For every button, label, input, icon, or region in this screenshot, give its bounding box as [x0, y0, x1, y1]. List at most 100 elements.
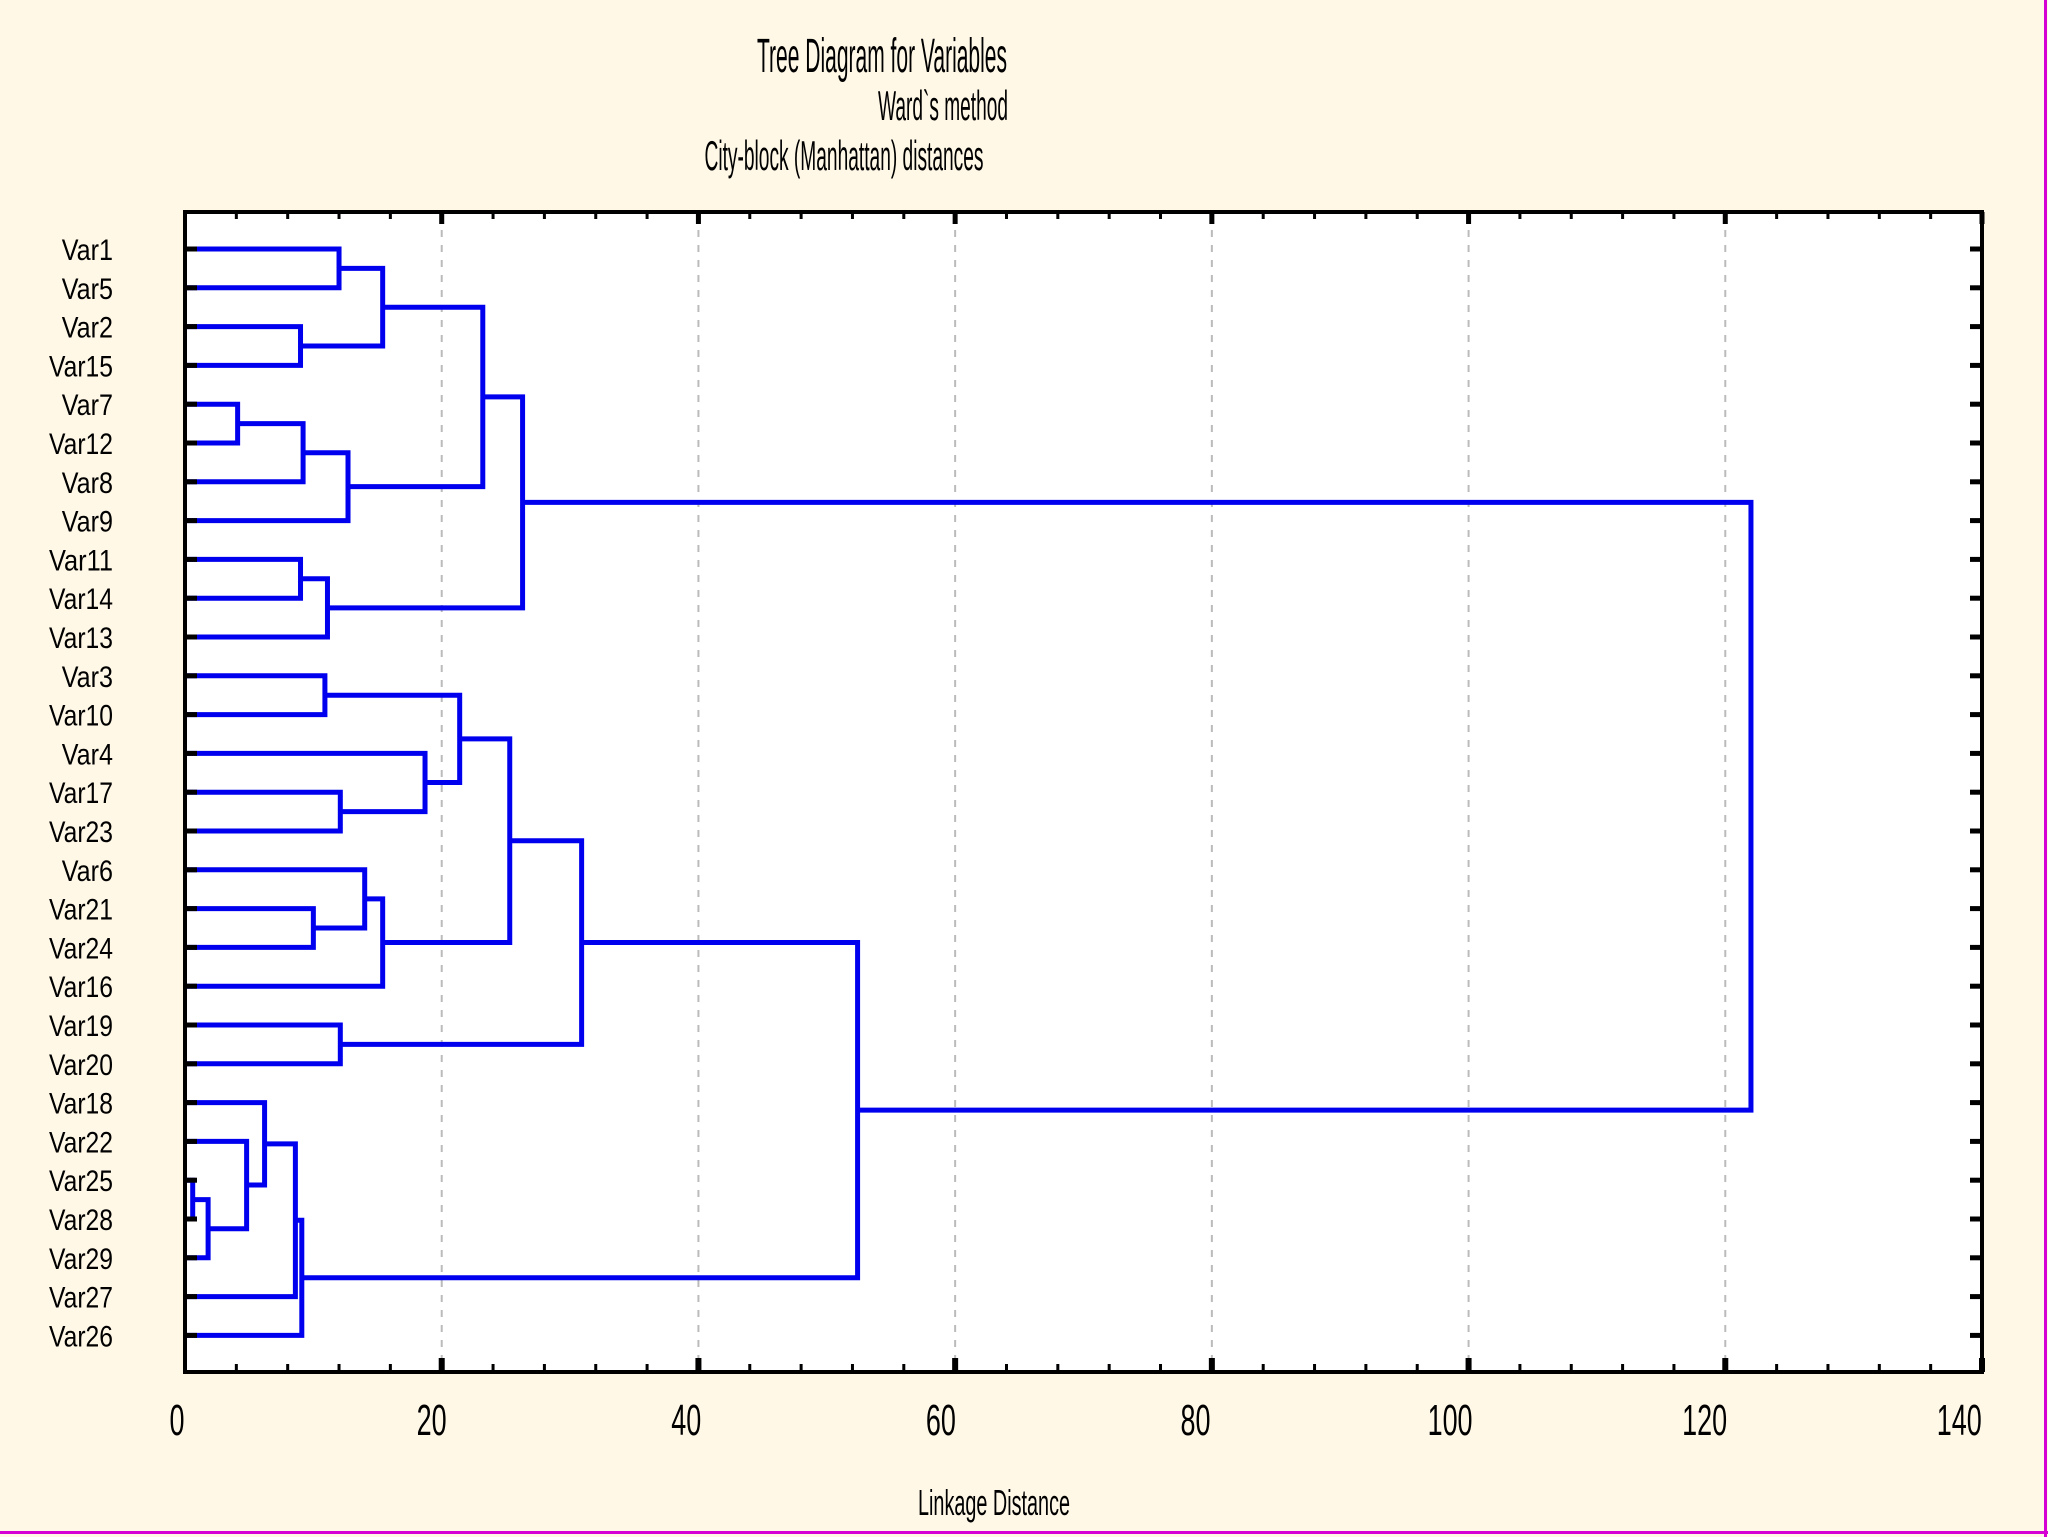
x-minor-tick: [1261, 1364, 1265, 1372]
labels-layer: Var1 Var5 Var2 Var15 Var7 Var12 Var8 Var9 Var11 V…: [49, 234, 1982, 1445]
leaf-label: Var28: [49, 1204, 113, 1237]
leaf-tick-left: [183, 479, 197, 485]
x-tick-label: 120: [1682, 1396, 1727, 1445]
x-minor-tick: [850, 1364, 854, 1372]
leaf-tick-left: [183, 712, 197, 718]
x-major-tick-top: [1466, 212, 1472, 224]
leaf-tick-right: [1970, 867, 1984, 873]
x-minor-tick-top: [286, 212, 290, 219]
leaf-tick-left: [183, 828, 197, 834]
dendrogram-link: [324, 692, 463, 785]
leaf-tick-left: [183, 750, 197, 756]
x-minor-tick-top: [1929, 212, 1933, 219]
dendrogram-link: [185, 401, 241, 446]
chart-title-line2: Ward`s method: [878, 82, 1008, 129]
x-minor-tick: [902, 1364, 906, 1372]
leaf-label: Var13: [49, 622, 113, 655]
leaf-tick-left: [183, 673, 197, 679]
x-minor-tick: [1313, 1364, 1317, 1372]
leaf-tick-right: [1970, 285, 1984, 291]
dendrogram-link: [185, 906, 316, 950]
x-minor-tick-top: [850, 212, 854, 219]
x-tick-label: 60: [926, 1396, 956, 1445]
leaf-tick-left: [183, 1255, 197, 1261]
x-minor-tick: [286, 1364, 290, 1372]
x-minor-tick: [1415, 1364, 1419, 1372]
x-major-tick: [1979, 1358, 1985, 1372]
leaf-tick-right: [1970, 1022, 1984, 1028]
leaf-tick-left: [183, 324, 197, 330]
leaf-tick-right: [1970, 1216, 1984, 1222]
x-major-tick: [1208, 1358, 1215, 1372]
leaf-label: Var15: [49, 350, 113, 383]
x-tick-label: 80: [1180, 1396, 1210, 1445]
leaf-tick-left: [183, 789, 197, 795]
x-minor-tick-top: [1415, 212, 1419, 219]
leaf-tick-left: [183, 518, 197, 524]
leaf-tick-left: [183, 401, 197, 407]
selection-border-right: [2044, 0, 2047, 1537]
leaf-tick-left: [183, 595, 197, 601]
x-major-tick-top: [695, 212, 701, 224]
leaf-tick-right: [1970, 1332, 1984, 1338]
x-minor-tick-top: [645, 212, 649, 219]
dendrogram-links-layer: [185, 246, 1754, 1338]
leaf-tick-right: [1970, 401, 1984, 407]
x-major-tick: [438, 1358, 445, 1372]
leaf-label: Var21: [49, 894, 113, 927]
x-minor-tick-top: [748, 212, 752, 219]
leaf-tick-left: [183, 634, 197, 640]
leaf-label: Var25: [49, 1165, 113, 1198]
x-minor-tick-top: [388, 212, 392, 219]
leaf-tick-left: [183, 246, 197, 252]
leaf-tick-left: [183, 867, 197, 873]
x-minor-tick: [1518, 1364, 1522, 1372]
leaf-tick-left: [183, 1061, 197, 1067]
axes-frame-layer: [183, 210, 1985, 1374]
x-minor-tick-top: [1261, 212, 1265, 219]
leaf-tick-right: [1970, 1294, 1984, 1300]
leaf-tick-left: [183, 285, 197, 291]
dendrogram-link: [185, 1100, 268, 1188]
x-minor-tick: [542, 1364, 546, 1372]
leaf-tick-left: [183, 1216, 197, 1222]
x-minor-tick: [645, 1364, 649, 1372]
x-major-tick-top: [1209, 212, 1215, 224]
leaf-tick-right: [1970, 324, 1984, 330]
x-minor-tick-top: [337, 212, 341, 219]
leaf-tick-right: [1970, 518, 1984, 524]
x-minor-tick-top: [799, 212, 803, 219]
x-minor-tick-top: [902, 212, 906, 219]
dendrogram-link: [185, 789, 343, 834]
x-minor-tick: [1159, 1364, 1163, 1372]
leaf-label: Var5: [62, 273, 113, 306]
x-tick-label: 40: [671, 1396, 701, 1445]
x-minor-tick: [799, 1364, 803, 1372]
x-minor-tick: [594, 1364, 598, 1372]
leaf-label: Var17: [49, 777, 113, 810]
leaf-tick-left: [183, 440, 197, 446]
leaf-tick-right: [1970, 479, 1984, 485]
x-minor-tick: [1364, 1364, 1368, 1372]
x-minor-tick: [1929, 1364, 1933, 1372]
dendrogram-link: [327, 394, 526, 611]
x-minor-tick: [748, 1364, 752, 1372]
chart-title-line3: City-block (Manhattan) distances: [705, 132, 984, 179]
x-minor-tick: [1877, 1364, 1881, 1372]
leaf-tick-left: [183, 1138, 197, 1144]
leaf-tick-right: [1970, 828, 1984, 834]
leaf-tick-right: [1970, 673, 1984, 679]
x-minor-tick-top: [1518, 212, 1522, 219]
x-minor-tick-top: [1877, 212, 1881, 219]
leaf-label: Var9: [62, 506, 113, 539]
leaf-tick-left: [183, 362, 197, 368]
dendrogram-link: [185, 1138, 250, 1232]
leaf-label: Var23: [49, 816, 113, 849]
leaf-tick-right: [1970, 440, 1984, 446]
chart-title-line1: Tree Diagram for Variables: [757, 30, 1007, 83]
leaf-tick-right: [1970, 944, 1984, 950]
x-minor-tick-top: [234, 212, 238, 219]
